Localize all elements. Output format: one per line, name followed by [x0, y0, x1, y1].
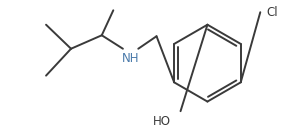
Text: HO: HO — [153, 115, 171, 128]
Text: Cl: Cl — [266, 6, 278, 19]
Text: NH: NH — [122, 52, 139, 65]
